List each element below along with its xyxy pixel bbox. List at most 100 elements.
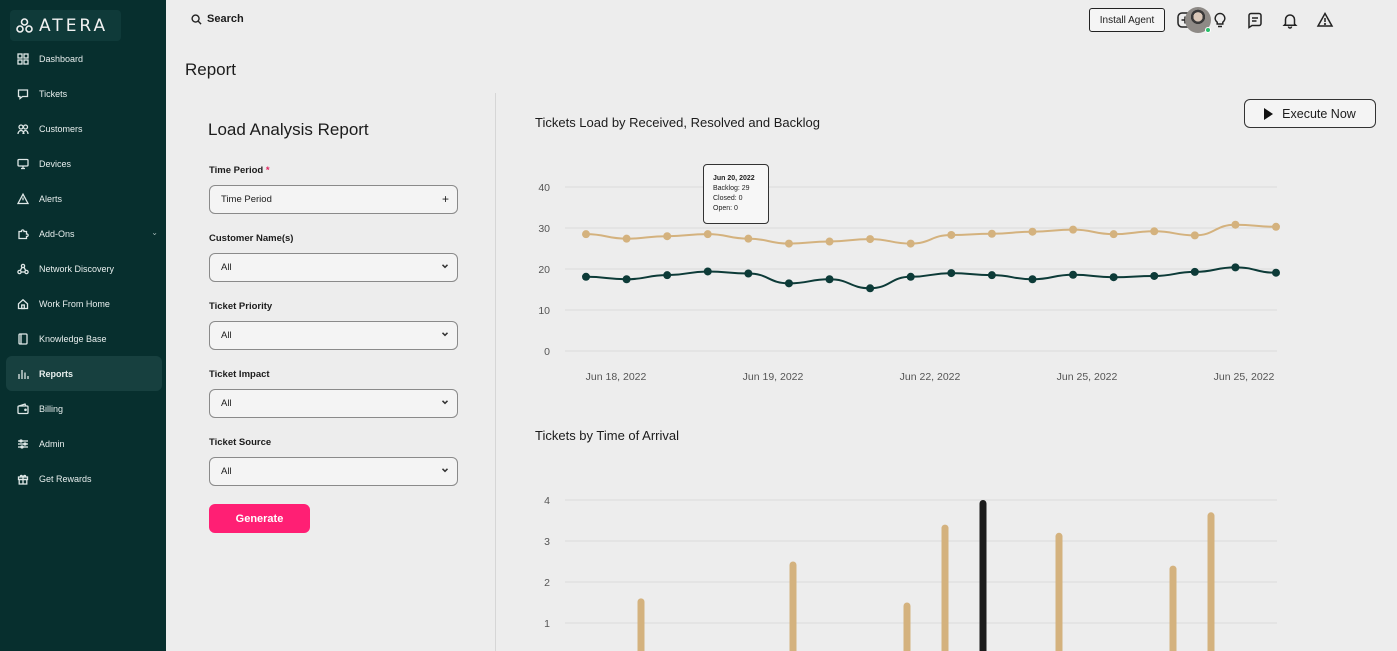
chart-tooltip: Jun 20, 2022 Backlog: 29 Closed: 0 Open:… — [703, 164, 769, 224]
line-chart: 0 10 20 30 40 Jun 18, 2022 Jun 19, 2022 Jun 22,… — [538, 182, 1280, 383]
sidebar-item-admin[interactable]: Admin — [6, 426, 162, 461]
sidebar-item-tickets[interactable]: Tickets — [6, 76, 162, 111]
chevron-down-icon[interactable]: ⌄ — [151, 228, 158, 237]
resolved-point — [582, 272, 590, 281]
customer-names-select[interactable]: All — [209, 253, 458, 282]
ticket-source-select[interactable]: All — [209, 457, 458, 486]
sidebar-item-dashboard[interactable]: Dashboard — [6, 41, 162, 76]
sliders-icon — [17, 438, 29, 450]
time-period-field[interactable]: Time Period + — [209, 185, 458, 214]
chevron-down-icon — [441, 262, 449, 270]
sidebar-item-label: Billing — [39, 403, 64, 414]
backlog-point — [866, 235, 875, 244]
chevron-down-icon — [441, 398, 449, 406]
bar — [789, 561, 797, 651]
sidebar-item-alerts[interactable]: Alerts — [6, 181, 162, 216]
sidebar-item-label: Work From Home — [39, 298, 110, 309]
gift-icon — [17, 473, 29, 485]
sidebar-item-devices[interactable]: Devices — [6, 146, 162, 181]
generate-button[interactable]: Generate — [209, 504, 310, 533]
x-tick-label: Jun 18, 2022 — [586, 371, 647, 383]
bar — [1055, 532, 1063, 651]
sidebar-item-label: Knowledge Base — [39, 333, 107, 344]
bar — [979, 500, 987, 651]
tooltip-closed: Closed: 0 — [713, 195, 743, 202]
resolved-point — [663, 271, 672, 280]
backlog-point — [1028, 227, 1037, 236]
bell-icon[interactable] — [1281, 11, 1299, 29]
sidebar-item-get-rewards[interactable]: Get Rewards — [6, 461, 162, 496]
install-agent-button[interactable]: Install Agent — [1089, 8, 1165, 32]
panel-divider — [495, 93, 496, 651]
time-period-label: Time Period * — [209, 165, 270, 176]
required-mark: * — [265, 165, 270, 176]
logo-mark-icon — [16, 18, 33, 33]
book-icon — [17, 332, 29, 345]
online-status-indicator — [1205, 27, 1211, 33]
backlog-point — [1190, 231, 1199, 240]
y-tick-label: 40 — [538, 182, 550, 194]
line-chart-title: Tickets Load by Received, Resolved and B… — [535, 115, 820, 130]
resolved-point — [1231, 263, 1240, 272]
search-label: Search — [207, 13, 244, 25]
warning-icon[interactable] — [1316, 11, 1334, 29]
chat-icon[interactable] — [1246, 11, 1264, 29]
y-tick-label: 30 — [538, 223, 550, 235]
logo-text: ATERA — [39, 15, 109, 36]
warning-icon — [17, 192, 29, 205]
backlog-point — [582, 230, 590, 239]
grid-icon — [17, 52, 29, 65]
backlog-point — [1150, 227, 1159, 236]
monitor-icon — [17, 158, 29, 170]
sidebar-item-label: Tickets — [39, 88, 68, 99]
backlog-point — [947, 230, 956, 239]
plus-icon: + — [441, 192, 449, 206]
atera-logo[interactable]: ATERA — [10, 10, 121, 41]
tooltip-backlog: Backlog: 29 — [713, 185, 750, 192]
ticket-impact-select[interactable]: All — [209, 389, 458, 418]
backlog-point — [744, 234, 753, 243]
ticket-priority-value: All — [221, 330, 232, 341]
x-tick-label: Jun 25, 2022 — [1057, 371, 1118, 383]
resolved-point — [744, 269, 753, 278]
y-tick-label: 1 — [544, 618, 550, 630]
sidebar-item-label: Network Discovery — [39, 263, 115, 274]
backlog-point — [987, 229, 996, 238]
resolved-point — [1069, 270, 1078, 279]
y-tick-label: 10 — [538, 305, 550, 317]
resolved-point — [1190, 267, 1199, 276]
ticket-source-value: All — [221, 466, 232, 477]
x-tick-label: Jun 19, 2022 — [743, 371, 804, 383]
sidebar-item-label: Devices — [39, 158, 72, 169]
bar-chart-title: Tickets by Time of Arrival — [535, 428, 679, 443]
search-box[interactable]: Search — [191, 13, 244, 25]
sidebar-item-work-from-home[interactable]: Work From Home — [6, 286, 162, 321]
resolved-point — [1028, 275, 1037, 284]
resolved-point — [866, 284, 875, 293]
ticket-icon — [17, 88, 29, 100]
resolved-point — [622, 275, 631, 284]
execute-now-button[interactable]: Execute Now — [1244, 99, 1376, 128]
wallet-icon — [17, 402, 29, 415]
sidebar-item-billing[interactable]: Billing — [6, 391, 162, 426]
puzzle-icon — [17, 228, 29, 240]
ticket-impact-label: Ticket Impact — [209, 369, 270, 380]
network-icon — [17, 263, 29, 275]
execute-now-label: Execute Now — [1282, 106, 1356, 121]
page-title: Report — [185, 60, 237, 79]
backlog-point — [1069, 225, 1078, 234]
sidebar-item-reports[interactable]: Reports — [6, 356, 162, 391]
y-tick-label: 0 — [544, 346, 550, 358]
ticket-priority-select[interactable]: All — [209, 321, 458, 350]
chevron-down-icon — [441, 330, 449, 338]
lightbulb-icon[interactable] — [1211, 11, 1229, 29]
bar-chart: 1 2 3 4 — [544, 495, 1277, 651]
sidebar-item-add-ons[interactable]: Add-Ons ⌄ — [6, 216, 162, 251]
sidebar-item-knowledge-base[interactable]: Knowledge Base — [6, 321, 162, 356]
home-icon — [17, 298, 29, 310]
sidebar: ATERA Dashboard Tickets Customers Devices Al… — [0, 0, 166, 651]
sidebar-item-label: Admin — [39, 438, 65, 449]
sidebar-item-customers[interactable]: Customers — [6, 111, 162, 146]
sidebar-item-network-discovery[interactable]: Network Discovery — [6, 251, 162, 286]
backlog-point — [1109, 230, 1118, 239]
